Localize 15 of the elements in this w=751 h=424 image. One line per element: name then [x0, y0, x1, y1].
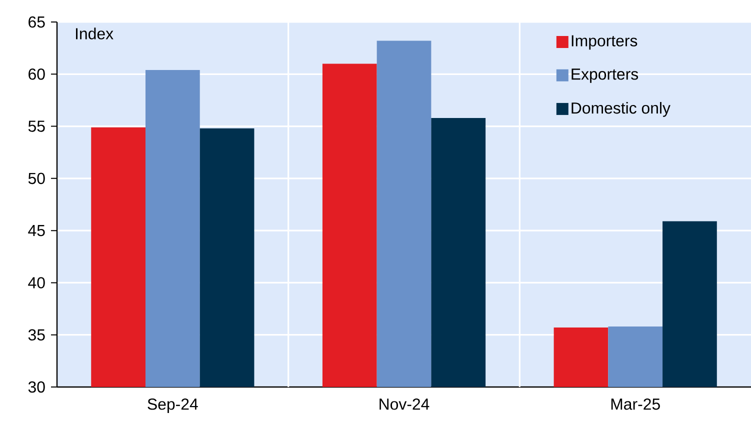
legend-label: Domestic only — [572, 102, 670, 117]
x-tick-label: Mar-25 — [611, 398, 660, 410]
y-tick-label: 60 — [28, 68, 45, 80]
y-tick-label: 55 — [28, 120, 45, 132]
y-tick-label: 40 — [28, 277, 45, 288]
x-tick-label: Sep-24 — [148, 398, 198, 413]
y-tick-label: 35 — [28, 329, 45, 340]
y-tick-label: 45 — [28, 225, 45, 236]
y-tick-label: 30 — [28, 381, 45, 393]
y-tick-label: 65 — [28, 16, 45, 28]
y-axis-title: Index — [76, 28, 114, 40]
x-tick-label: Nov-24 — [380, 398, 430, 410]
legend-label: Exporters — [572, 68, 638, 83]
y-tick-label: 50 — [28, 172, 45, 184]
legend-label: Importers — [572, 35, 638, 50]
